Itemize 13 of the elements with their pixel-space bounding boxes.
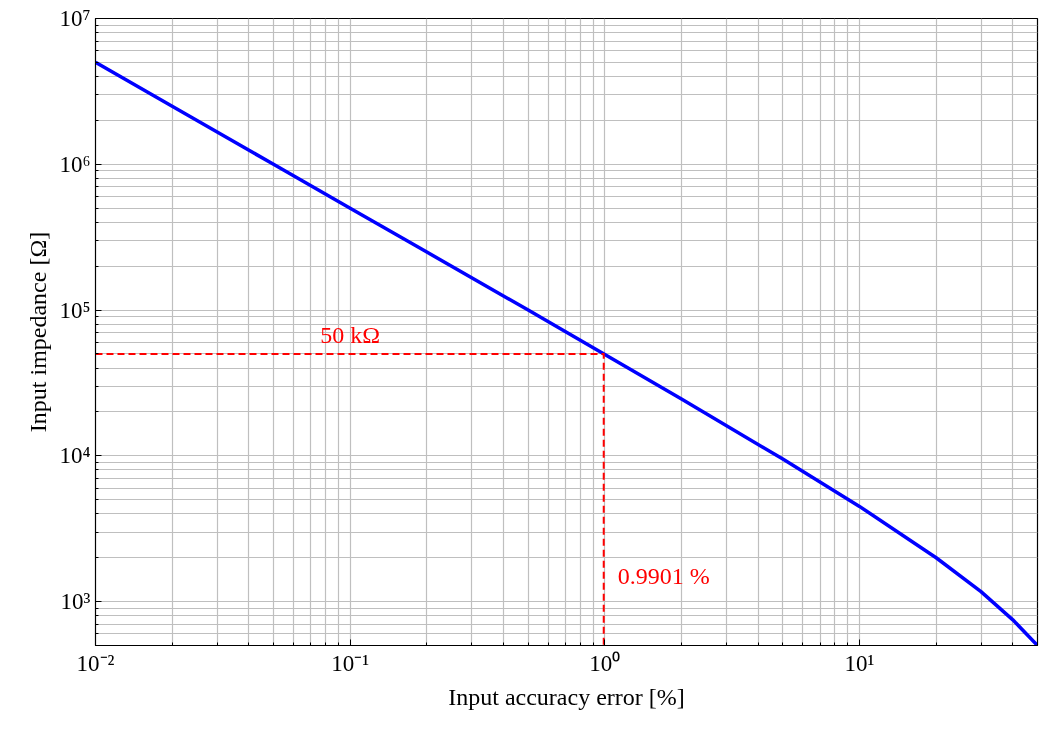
y-tick-label: 10³ — [60, 589, 91, 615]
x-tick-label: 10¹ — [844, 650, 875, 676]
y-axis-title: Input impedance [Ω] — [25, 231, 52, 433]
y-tick-label: 10⁵ — [59, 297, 91, 323]
y-tick-label: 10⁷ — [59, 6, 91, 31]
x-tick-label: 10⁻² — [76, 650, 115, 676]
annotation: 0.9901 % — [617, 562, 710, 589]
x-axis-title: Input accuracy error [%] — [448, 683, 685, 710]
x-tick-label: 10⁰ — [589, 650, 621, 676]
y-tick-label: 10⁶ — [59, 151, 91, 177]
x-tick-label: 10⁻¹ — [331, 650, 370, 676]
y-tick-label: 10⁴ — [59, 443, 91, 469]
annotation: 50 kΩ — [320, 321, 381, 348]
